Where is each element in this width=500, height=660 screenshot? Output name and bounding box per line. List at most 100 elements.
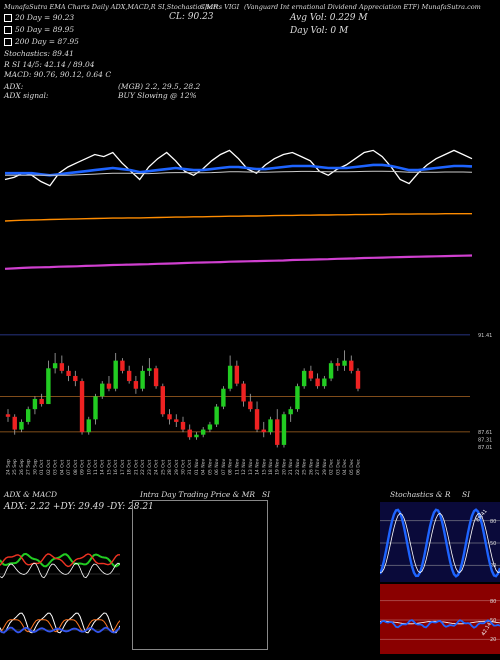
- candle-body-52: [355, 370, 361, 389]
- candle-body-1: [12, 416, 17, 430]
- x-tick-50: 04 Dec: [342, 458, 348, 475]
- x-tick-15: 15 Oct: [106, 460, 112, 475]
- x-tick-6: 02 Oct: [46, 460, 52, 475]
- header-ticker: Charts VIGI: [200, 3, 240, 11]
- x-tick-13: 11 Oct: [93, 460, 99, 475]
- series-line-3: [4, 213, 472, 222]
- x-tick-27: 31 Oct: [187, 460, 193, 475]
- candle-body-45: [308, 370, 314, 379]
- candle-body-18: [126, 370, 132, 382]
- x-tick-21: 23 Oct: [147, 460, 153, 475]
- candle-body-24: [167, 414, 172, 420]
- candle-body-47: [322, 378, 327, 387]
- x-tick-39: 18 Nov: [268, 458, 274, 475]
- candle-body-31: [214, 406, 219, 425]
- close-label: CL: 90.23: [169, 12, 214, 22]
- rsi-tick-1: 50: [490, 618, 496, 624]
- candle-body-3: [25, 409, 31, 422]
- x-tick-17: 17 Oct: [120, 460, 126, 475]
- y-tick-1: 87.61: [478, 430, 492, 436]
- x-tick-35: 12 Nov: [241, 458, 247, 475]
- macd-hist-line: [0, 626, 120, 634]
- candle-body-5: [39, 398, 44, 405]
- ema50-swatch: [4, 26, 12, 34]
- candle-body-13: [93, 396, 98, 420]
- candle-body-51: [349, 360, 354, 371]
- x-tick-22: 24 Oct: [154, 460, 160, 475]
- x-tick-31: 06 Nov: [214, 458, 220, 475]
- ema200-legend: 200 Day = 87.95: [4, 37, 79, 46]
- candle-body-16: [113, 360, 118, 389]
- rsi-bg: [380, 584, 500, 654]
- intraday-si: SI: [262, 490, 271, 499]
- x-tick-1: 25 Sep: [12, 459, 18, 475]
- macd-readout: MACD: 90.76, 90.12, 0.64 C: [4, 70, 112, 79]
- candle-body-50: [342, 360, 347, 366]
- x-tick-5: 01 Oct: [39, 460, 45, 475]
- ema200-text: 200 Day = 87.95: [15, 37, 79, 46]
- candle-body-35: [241, 383, 246, 402]
- header-company: (Vanguard Int ernational Dividend Apprec…: [244, 3, 481, 11]
- header-line1: MunafaSutra EMA Charts Daily ADX,MACD,R …: [4, 3, 219, 11]
- candle-body-7: [52, 363, 58, 369]
- y-tick-2: 87.31: [478, 438, 492, 444]
- x-tick-14: 14 Oct: [100, 460, 106, 475]
- macd-signal-line: [0, 619, 120, 633]
- adx-panel: [0, 512, 120, 654]
- candle-body-19: [133, 381, 139, 389]
- x-tick-49: 03 Dec: [335, 458, 341, 475]
- candle-body-40: [275, 419, 280, 445]
- candle-body-30: [207, 424, 213, 430]
- x-tick-9: 07 Oct: [66, 460, 72, 475]
- candle-body-0: [5, 414, 11, 417]
- stoch-tick-1: 50: [490, 541, 496, 547]
- x-tick-33: 08 Nov: [228, 458, 234, 475]
- x-tick-32: 07 Nov: [221, 458, 227, 475]
- x-tick-23: 25 Oct: [160, 460, 166, 475]
- stoch-readout: Stochastics: 89.41: [4, 49, 74, 58]
- candle-body-17: [120, 360, 125, 371]
- candle-body-46: [315, 378, 320, 387]
- x-tick-10: 08 Oct: [73, 460, 79, 475]
- rsi-tick-2: 20: [490, 637, 496, 643]
- adx-label: ADX:: [4, 82, 24, 91]
- adx-plus-line: [0, 552, 120, 568]
- ema20-swatch: [4, 14, 12, 22]
- ema200-swatch: [4, 38, 12, 46]
- adx-minus-line: [0, 553, 120, 568]
- x-tick-40: 19 Nov: [275, 458, 281, 475]
- x-tick-0: 24 Sep: [6, 459, 12, 475]
- candle-body-10: [73, 375, 78, 382]
- x-tick-52: 06 Dec: [356, 458, 362, 475]
- x-tick-24: 28 Oct: [167, 460, 173, 475]
- stoch-k-line: [380, 508, 500, 578]
- x-tick-44: 25 Nov: [302, 458, 308, 475]
- x-tick-47: 29 Nov: [322, 458, 328, 475]
- adx-line: [0, 562, 120, 579]
- candle-body-37: [254, 409, 260, 430]
- candle-body-9: [66, 370, 71, 376]
- stoch-d-line: [380, 512, 500, 574]
- x-tick-19: 21 Oct: [133, 460, 139, 475]
- candle-body-23: [160, 386, 166, 415]
- candle-body-44: [301, 370, 307, 387]
- intraday-title: Intra Day Trading Price & MR: [140, 490, 256, 499]
- candle-body-25: [174, 419, 179, 422]
- candle-body-39: [268, 419, 273, 433]
- rsi-tick-0: 80: [490, 599, 496, 605]
- candle-body-48: [328, 363, 334, 379]
- candle-body-6: [46, 368, 51, 405]
- rsi-line: [380, 619, 500, 629]
- candle-body-4: [32, 398, 38, 410]
- candle-body-26: [180, 421, 186, 430]
- x-tick-48: 02 Dec: [329, 458, 335, 475]
- stoch-tick-0: 80: [490, 519, 496, 525]
- y-tick-0: 91.41: [478, 333, 492, 339]
- x-tick-28: 01 Nov: [194, 458, 200, 475]
- x-tick-41: 20 Nov: [281, 458, 287, 475]
- x-tick-43: 22 Nov: [295, 458, 301, 475]
- adx-signal-label: ADX signal:: [4, 91, 49, 100]
- ema-chart: [4, 149, 473, 270]
- intraday-box: [132, 500, 268, 650]
